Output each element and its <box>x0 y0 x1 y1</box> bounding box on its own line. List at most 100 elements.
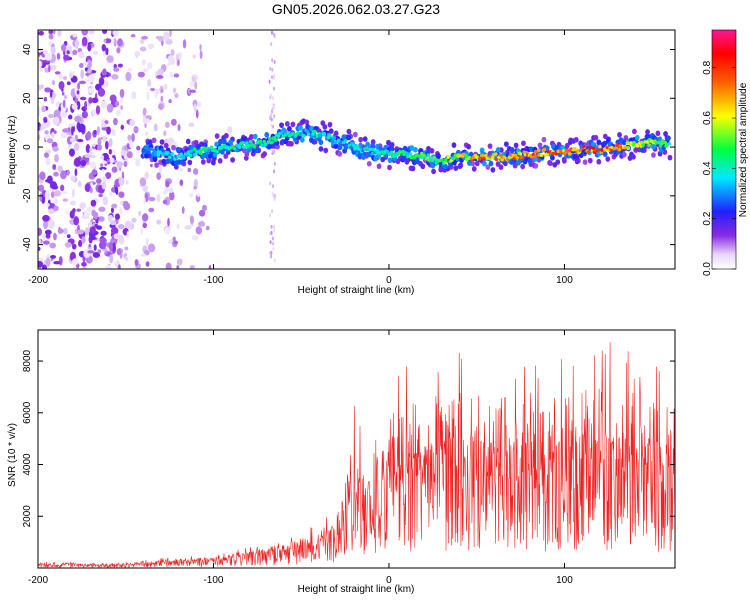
x-tick-label: 0 <box>386 275 392 286</box>
ridge-point <box>453 165 459 171</box>
noise-speckle <box>176 265 180 269</box>
noise-speckle <box>272 193 275 198</box>
noise-speckle <box>67 114 73 120</box>
noise-speckle <box>270 123 273 128</box>
ridge-point <box>550 155 555 161</box>
noise-speckle <box>142 222 148 229</box>
noise-speckle <box>269 115 272 120</box>
noise-speckle <box>102 135 107 143</box>
noise-speckle <box>124 246 129 251</box>
noise-speckle <box>177 59 180 66</box>
y-tick-label: -20 <box>22 188 33 203</box>
noise-speckle <box>91 97 99 104</box>
ridge-point <box>409 145 415 151</box>
noise-speckle <box>111 148 116 156</box>
frequency-ridge-layer <box>140 118 673 175</box>
ridge-point <box>322 132 326 136</box>
noise-speckle <box>148 196 156 202</box>
ridge-point <box>517 151 521 156</box>
noise-speckle <box>78 123 86 133</box>
noise-speckle <box>126 151 133 159</box>
ridge-point <box>186 150 191 155</box>
noise-speckle <box>271 58 274 63</box>
ridge-point <box>588 145 593 149</box>
noise-speckle <box>89 236 96 240</box>
noise-speckle <box>189 215 195 225</box>
x-tick-label: -100 <box>203 575 223 586</box>
ridge-point <box>490 155 495 160</box>
noise-speckle <box>115 109 121 117</box>
noise-speckle <box>169 30 172 38</box>
noise-speckle <box>96 225 103 230</box>
noise-speckle <box>53 109 61 118</box>
colorbar-label: Normalized spectral amplitude <box>738 82 749 217</box>
noise-speckle <box>49 64 57 71</box>
noise-speckle <box>270 230 273 235</box>
noise-speckle <box>46 175 53 184</box>
ridge-point <box>387 164 392 171</box>
noise-speckle <box>72 264 77 269</box>
ridge-point <box>287 126 292 132</box>
ridge-point <box>615 143 619 147</box>
ridge-point <box>298 125 304 131</box>
noise-speckle <box>109 94 117 103</box>
noise-speckle <box>46 203 50 207</box>
noise-speckle <box>42 214 50 222</box>
noise-speckle <box>40 122 47 130</box>
noise-speckle <box>82 61 89 66</box>
noise-speckle <box>165 180 170 188</box>
ridge-point <box>487 143 493 149</box>
noise-speckle <box>57 228 64 234</box>
ridge-point <box>426 153 431 157</box>
noise-speckle <box>156 172 162 181</box>
ridge-point <box>159 139 165 145</box>
ridge-point <box>520 163 526 170</box>
ridge-point <box>527 158 533 164</box>
ridge-point <box>368 147 372 152</box>
ridge-point <box>192 147 197 152</box>
noise-speckle <box>155 75 164 79</box>
noise-speckle <box>38 184 45 192</box>
ridge-point <box>431 168 436 175</box>
noise-speckle <box>89 187 93 194</box>
noise-speckle <box>126 230 130 239</box>
noise-speckle <box>197 192 200 197</box>
noise-speckle <box>38 60 42 69</box>
ridge-point <box>614 146 619 150</box>
noise-speckle <box>268 231 271 236</box>
noise-speckle <box>44 229 52 235</box>
ridge-point <box>387 157 393 164</box>
noise-speckle <box>101 44 106 52</box>
noise-speckle <box>167 62 171 67</box>
noise-speckle <box>58 81 65 90</box>
ridge-point <box>352 143 356 148</box>
noise-speckle <box>116 248 122 256</box>
ridge-point <box>333 130 339 137</box>
colorbar-tick-label: 0.2 <box>702 211 713 225</box>
noise-speckle <box>145 115 152 119</box>
noise-speckle <box>174 92 179 99</box>
noise-speckle <box>114 186 119 194</box>
ridge-point <box>279 131 284 135</box>
noise-speckle <box>60 130 68 139</box>
noise-speckle <box>131 133 135 142</box>
colorbar-frame <box>711 29 737 270</box>
ridge-point <box>366 160 372 167</box>
colorbar-ticks: 0.0 0.2 0.4 0.6 0.8 <box>702 60 736 276</box>
ridge-point <box>541 136 547 143</box>
noise-speckle <box>61 44 67 52</box>
ridge-point <box>515 156 520 160</box>
noise-speckle <box>43 219 48 230</box>
noise-speckle <box>273 197 276 202</box>
noise-speckle <box>44 190 51 200</box>
noise-speckle <box>271 209 274 214</box>
ridge-point <box>578 148 582 153</box>
noise-speckle <box>58 256 63 266</box>
ridge-point <box>200 159 206 165</box>
noise-speckle <box>48 30 54 35</box>
noise-speckle <box>273 114 276 119</box>
ridge-point <box>309 137 314 143</box>
noise-speckle <box>66 50 70 55</box>
noise-speckle <box>64 242 72 248</box>
